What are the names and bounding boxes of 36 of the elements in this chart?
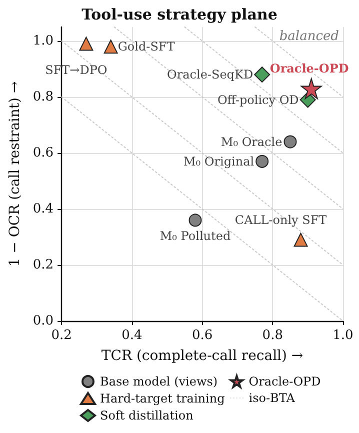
point <box>104 40 118 54</box>
y-tick-label: 0.2 <box>32 258 54 272</box>
annotation: CALL-only SFT <box>234 212 327 227</box>
legend-label: iso-BTA <box>248 391 296 405</box>
y-tick-label: 0.4 <box>32 202 54 216</box>
legend-label: Oracle-OPD <box>248 374 321 388</box>
point <box>300 78 322 100</box>
x-tick-label: 0.4 <box>122 328 142 343</box>
x-tick-label: 0.6 <box>192 328 213 343</box>
annotation: Oracle-SeqKD <box>167 68 254 82</box>
x-axis-title: TCR (complete-call recall) → <box>101 348 304 364</box>
point <box>254 66 270 83</box>
annotation: balanced <box>279 29 340 44</box>
annotation: M₀ Oracle <box>220 134 282 149</box>
point <box>79 36 94 51</box>
y-tick-label: 0.0 <box>32 314 54 328</box>
x-tick-label: 0.8 <box>262 328 283 343</box>
y-tick-label: 1.0 <box>32 34 54 48</box>
x-tick-label: 1.0 <box>332 328 354 343</box>
y-tick-label: 0.8 <box>32 90 54 104</box>
annotation: Oracle-OPD <box>270 62 349 76</box>
annotation: M₀ Polluted <box>160 229 231 244</box>
x-tick-label: 0.2 <box>51 328 72 343</box>
point <box>284 135 297 148</box>
y-axis-title: 1 − OCR (call restraint) → <box>7 81 23 267</box>
legend-label: Hard-target training <box>100 392 226 406</box>
legend-label: Base model (views) <box>100 374 218 388</box>
y-tick-label: 0.6 <box>32 146 54 160</box>
annotation: M₀ Original <box>184 154 254 168</box>
legend-label: Soft distillation <box>100 408 194 422</box>
point <box>188 214 202 227</box>
point <box>256 154 269 168</box>
annotation: Gold-SFT <box>118 40 175 54</box>
chart-title: Tool-use strategy plane <box>82 6 278 24</box>
annotation: Off-policy OD <box>217 92 299 107</box>
point <box>294 232 308 247</box>
